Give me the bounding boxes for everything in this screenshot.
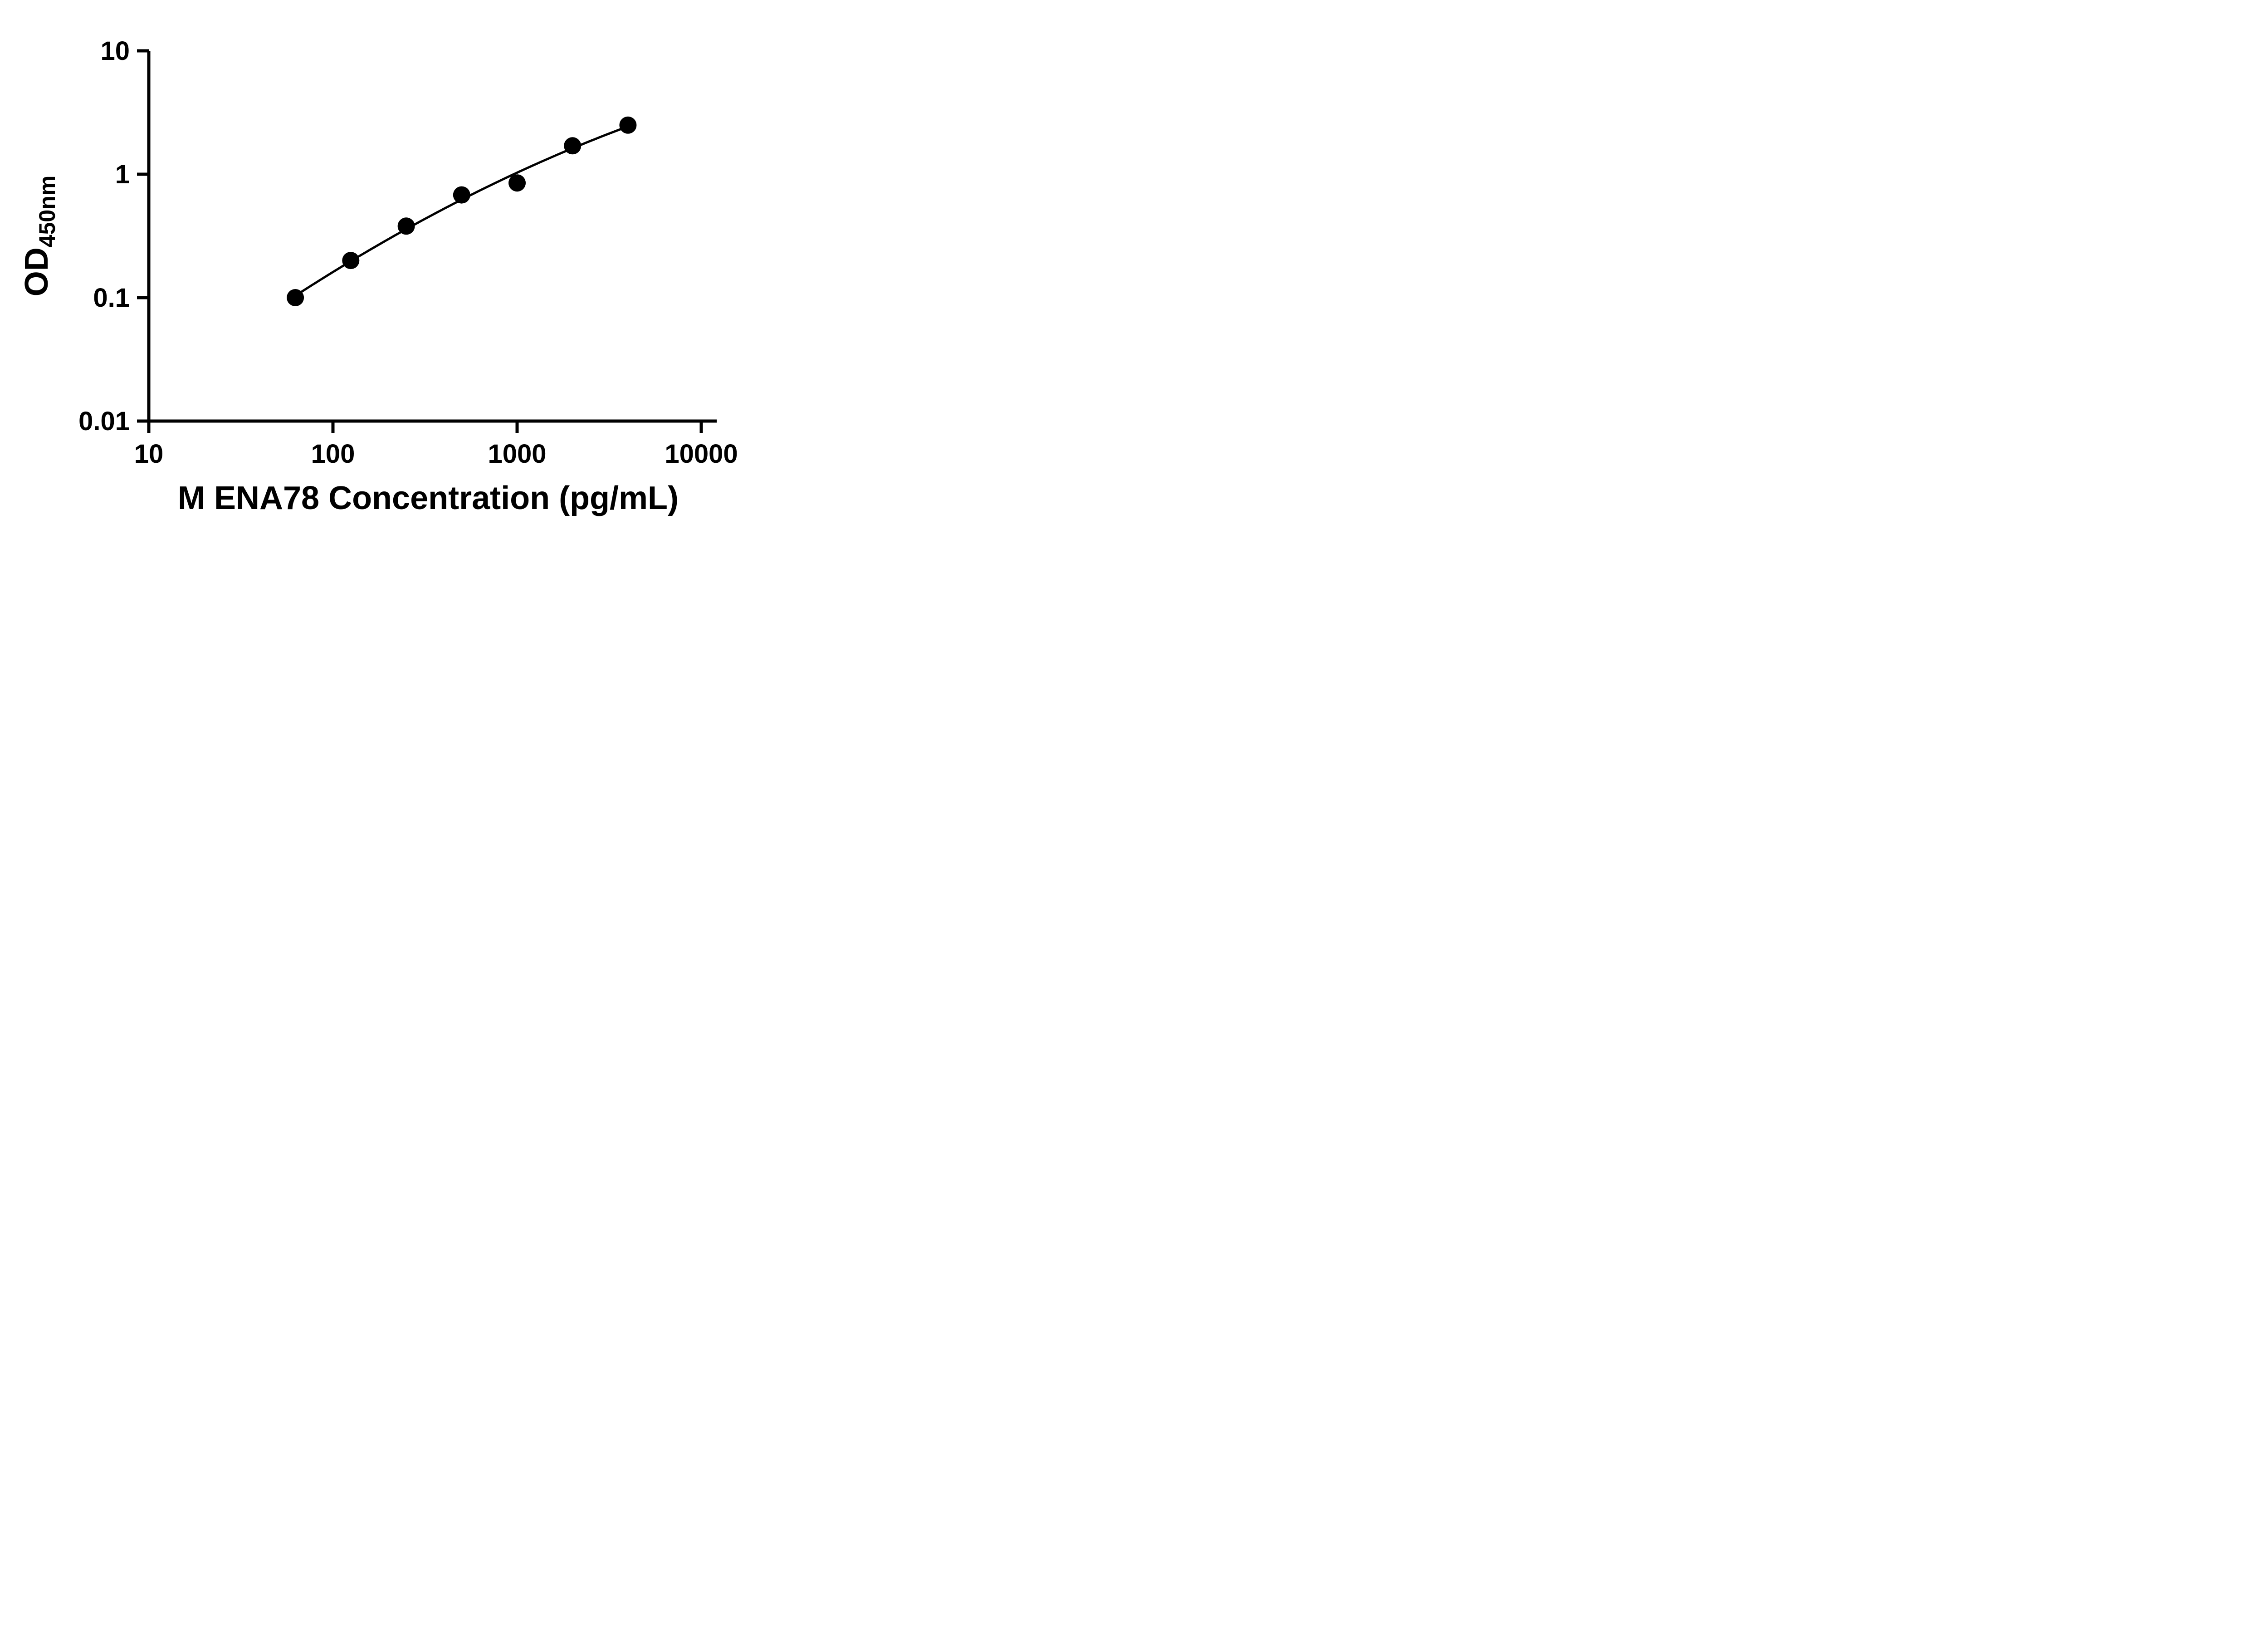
y-axis-title-main: OD <box>19 247 55 296</box>
elisa-standard-curve-chart: 10 100 1000 10000 10 1 0.1 0.01 M ENA78 Concent… <box>19 36 738 516</box>
y-axis-tick-label: 10 <box>100 36 130 66</box>
data-point <box>287 289 304 306</box>
y-axis-tick-label: 0.01 <box>78 407 130 436</box>
data-point <box>508 174 526 192</box>
y-axis-title-sub: 450nm <box>34 176 60 247</box>
chart-frame: 10 100 1000 10000 10 1 0.1 0.01 M ENA78 Concent… <box>0 0 776 543</box>
data-point <box>397 217 415 235</box>
y-axis-tick-label: 1 <box>115 160 130 189</box>
x-axis-tick-label: 100 <box>311 439 355 469</box>
data-point <box>342 252 360 270</box>
x-axis-tick-label: 1000 <box>488 439 546 469</box>
data-point <box>453 186 470 204</box>
x-axis-title: M ENA78 Concentration (pg/mL) <box>178 480 679 516</box>
data-point <box>619 116 637 134</box>
x-axis-tick-label: 10 <box>134 439 164 469</box>
y-axis-title: OD450nm <box>19 176 60 296</box>
data-point <box>564 137 582 155</box>
plot-area: 10 100 1000 10000 10 1 0.1 0.01 <box>78 36 738 469</box>
x-axis-tick-label: 10000 <box>665 439 738 469</box>
axes-lines <box>147 51 717 423</box>
y-axis-tick-label: 0.1 <box>93 283 130 313</box>
